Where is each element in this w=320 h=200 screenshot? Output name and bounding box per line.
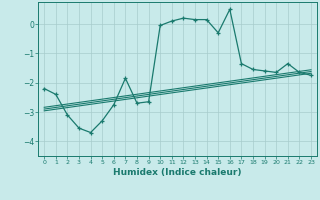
X-axis label: Humidex (Indice chaleur): Humidex (Indice chaleur) — [113, 168, 242, 177]
